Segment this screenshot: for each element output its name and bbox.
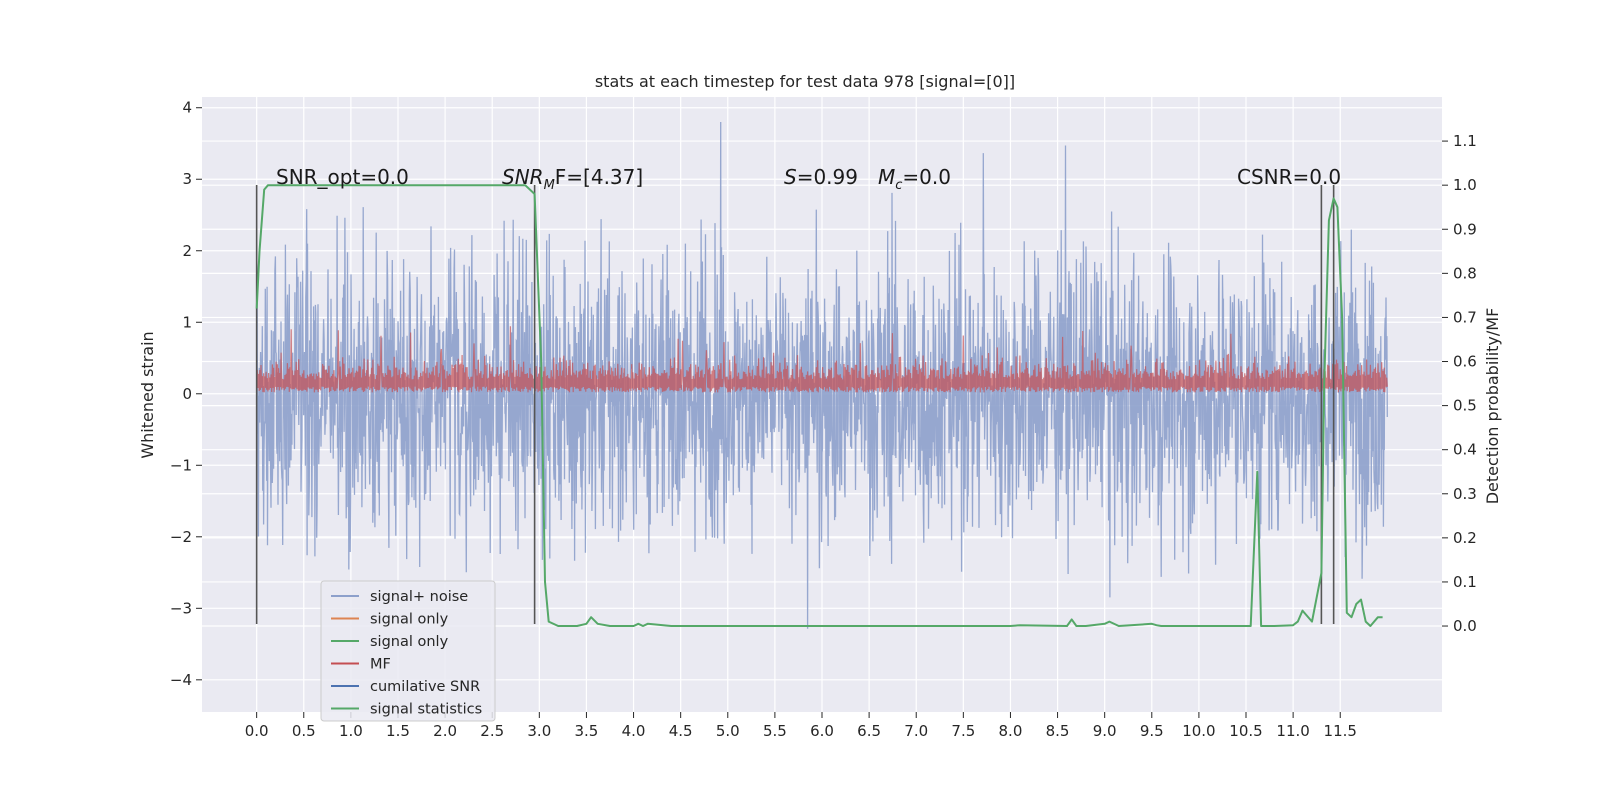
legend-box [320,580,496,722]
vertical-markers [255,184,1335,625]
y-right-tick-label: 0.4 [1453,441,1477,459]
y-right-tick-label: 0.5 [1453,397,1477,415]
y-left-tick-label: −1 [170,456,192,474]
legend-label: signal only [370,634,449,650]
x-tick-label: 8.0 [999,722,1023,740]
x-tick-label: 3.5 [575,722,599,740]
y-right-tick-label: 0.8 [1453,264,1477,282]
y-axis-left-label: Whitened strain [138,331,157,458]
annotation-snr-mf: SNRMF=[4.37] [502,165,643,193]
annotation-csnr: CSNR=0.0 [1237,165,1341,189]
y-left-tick-label: −4 [170,671,192,689]
signal-statistics-series [255,184,1383,627]
y-right-tick-label: 0.0 [1453,617,1477,635]
mf-line [256,326,1388,393]
x-tick-label: 0.0 [245,722,269,740]
x-tick-label: 3.0 [527,722,551,740]
legend: signal+ noise signal only signal only MF cum… [320,580,496,722]
y-axis-right-label: Detection probability/MF [1483,308,1502,505]
x-tick-label: 5.5 [763,722,787,740]
annotation-snr-opt: SNR_opt=0.0 [276,165,409,189]
legend-label: MF [370,657,391,673]
signal-statistics-line [255,184,1383,627]
y-left-tick-label: −3 [170,599,192,617]
x-tick-label: 1.0 [339,722,363,740]
x-tick-label: 9.5 [1140,722,1164,740]
annotation-s: S=0.99 [784,165,858,189]
x-tick-label: 5.0 [716,722,740,740]
y-left-tick-label: 4 [182,99,192,117]
y-right-tick-label: 0.1 [1453,573,1477,591]
x-tick-label: 7.5 [951,722,975,740]
y-right-tick-label: 1.1 [1453,132,1477,150]
x-tick-label: 6.5 [857,722,881,740]
x-tick-label: 11.0 [1276,722,1309,740]
y-left-tick-label: 2 [182,242,192,260]
legend-label: signal+ noise [370,589,468,605]
x-tick-label: 11.5 [1324,722,1357,740]
x-tick-label: 2.5 [480,722,504,740]
x-tick-label: 10.0 [1182,722,1215,740]
x-tick-label: 8.5 [1046,722,1070,740]
x-axis-ticks: 0.0 0.5 1.0 1.5 2.0 2.5 3.0 3.5 4.0 4.5 5.0 5.5 6.0 6… [245,712,1357,740]
x-tick-label: 10.5 [1229,722,1262,740]
signal-noise-series [256,121,1388,629]
y-axis-right-ticks: 1.1 1.0 0.9 0.8 0.7 0.6 0.5 0.4 0.3 0.2 0.1 0.0 [1442,132,1477,635]
y-axis-left-ticks: 4 3 2 1 0 −1 −2 −3 −4 [170,99,202,689]
x-tick-label: 6.0 [810,722,834,740]
chart-title: stats at each timestep for test data 978… [595,72,1015,91]
y-left-tick-label: 1 [182,313,192,331]
mf-series [256,326,1388,393]
annotation-mc: Mc=0.0 [878,165,951,193]
x-tick-label: 2.0 [433,722,457,740]
x-tick-label: 9.0 [1093,722,1117,740]
y-right-tick-label: 0.6 [1453,353,1477,371]
x-tick-label: 1.5 [386,722,410,740]
signal-noise-line [256,121,1388,629]
y-right-tick-label: 0.9 [1453,220,1477,238]
legend-label: cumilative SNR [370,679,480,695]
x-tick-label: 4.0 [622,722,646,740]
y-right-tick-label: 0.7 [1453,308,1477,326]
y-left-tick-label: 0 [182,385,192,403]
x-tick-label: 0.5 [292,722,316,740]
y-right-tick-label: 1.0 [1453,176,1477,194]
y-right-tick-label: 0.2 [1453,529,1477,547]
legend-label: signal statistics [370,702,482,718]
x-tick-label: 7.0 [904,722,928,740]
y-left-tick-label: −2 [170,528,192,546]
y-right-tick-label: 0.3 [1453,485,1477,503]
y-left-tick-label: 3 [182,170,192,188]
x-tick-label: 4.5 [669,722,693,740]
legend-label: signal only [370,612,449,628]
